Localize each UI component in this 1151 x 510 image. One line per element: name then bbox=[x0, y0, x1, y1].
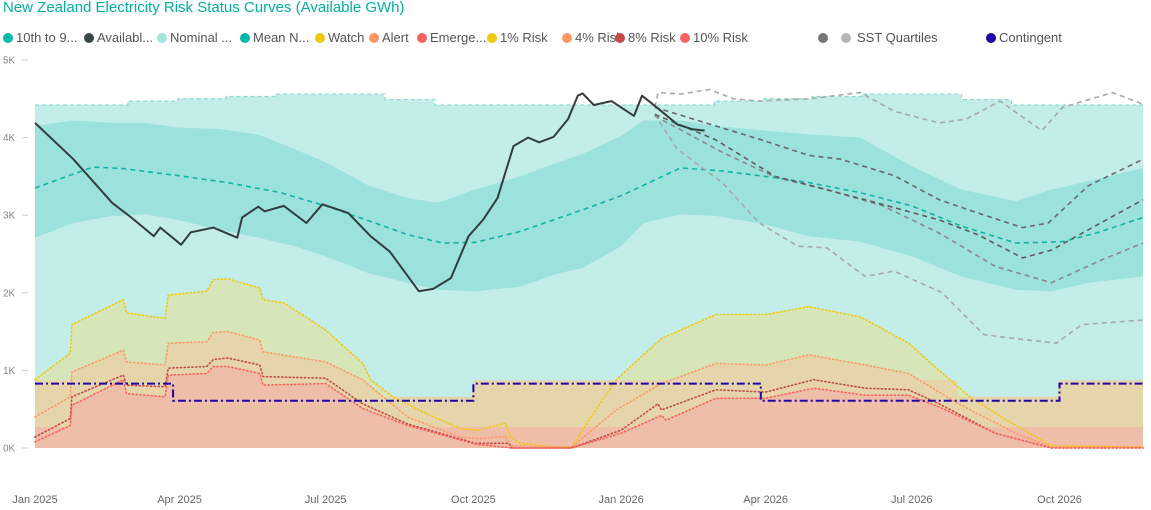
legend-label: Watch bbox=[328, 30, 365, 45]
legend-item-watch[interactable]: Watch bbox=[315, 30, 364, 45]
series-line-sst-lower-quartile bbox=[654, 115, 1144, 284]
legend-item-10th-90th[interactable]: 10th to 9... bbox=[3, 30, 77, 45]
legend-label: Contingent bbox=[999, 30, 1062, 45]
legend-dot-dark-icon bbox=[818, 32, 828, 43]
legend-label: Nominal ... bbox=[170, 30, 233, 45]
legend-dot-icon bbox=[487, 32, 497, 43]
lines-layer bbox=[34, 88, 1144, 449]
legend-dot-icon bbox=[369, 32, 379, 43]
legend-item-alert[interactable]: Alert bbox=[369, 30, 409, 45]
legend-dot-icon bbox=[84, 32, 94, 43]
series-line-sst-median bbox=[654, 113, 1144, 259]
y-tick-label: 4K bbox=[3, 133, 16, 144]
legend-dot-icon bbox=[157, 32, 167, 43]
legend-label: Mean N... bbox=[253, 30, 310, 45]
legend-label: 1% Risk bbox=[500, 30, 548, 45]
series-line-10-risk bbox=[34, 365, 1144, 449]
legend-item-1pct-risk[interactable]: 1% Risk bbox=[487, 30, 548, 45]
emergency-area bbox=[35, 366, 1143, 448]
legend-item-available[interactable]: Availabl... bbox=[84, 30, 153, 45]
contingent-line bbox=[35, 382, 1143, 402]
y-tick-label: 0K bbox=[3, 444, 16, 455]
legend-dot-icon bbox=[417, 32, 427, 43]
x-tick-label: Oct 2026 bbox=[1037, 494, 1082, 506]
y-tick-label: 2K bbox=[3, 288, 16, 299]
legend-label: Emerge... bbox=[430, 30, 487, 45]
x-tick-label: Jul 2026 bbox=[891, 494, 933, 506]
x-tick-label: Jul 2025 bbox=[305, 494, 347, 506]
legend-dot-icon bbox=[562, 32, 572, 43]
areas-layer bbox=[35, 94, 1143, 448]
y-tick-label: 1K bbox=[3, 366, 16, 377]
x-tick-label: Apr 2026 bbox=[743, 494, 788, 506]
legend-item-mean-nominal[interactable]: Mean N... bbox=[240, 30, 309, 45]
legend-dot-icon bbox=[3, 32, 13, 43]
legend-item-emergency[interactable]: Emerge... bbox=[417, 30, 486, 45]
y-tick-label: 3K bbox=[3, 211, 16, 222]
x-tick-label: Jan 2026 bbox=[598, 494, 643, 506]
legend-label: 10th to 9... bbox=[16, 30, 78, 45]
y-tick-label: 5K bbox=[3, 56, 16, 67]
axes-layer: 0K 1K 2K 3K 4K 5K Jan 2025 Apr 2025 Jul 2025 Oct … bbox=[3, 56, 1082, 507]
legend-label: SST Quartiles bbox=[857, 30, 938, 45]
series-line-8-risk bbox=[34, 357, 1144, 449]
x-tick-label: Apr 2025 bbox=[157, 494, 202, 506]
legend-item-8pct-risk[interactable]: 8% Risk bbox=[615, 30, 676, 45]
legend-label: 8% Risk bbox=[628, 30, 676, 45]
legend-item-10pct-risk[interactable]: 10% Risk bbox=[680, 30, 748, 45]
band-10th-90th bbox=[35, 120, 1143, 292]
legend-label: 4% Risk bbox=[575, 30, 623, 45]
chart-title: New Zealand Electricity Risk Status Curv… bbox=[3, 0, 405, 16]
legend-dot-light-icon bbox=[841, 32, 851, 43]
x-tick-label: Jan 2025 bbox=[12, 494, 57, 506]
legend-dot-icon bbox=[240, 32, 250, 43]
legend-item-sst-quartiles[interactable]: SST Quartiles bbox=[818, 30, 938, 45]
series-line-sst-min bbox=[654, 113, 1144, 345]
legend-label: Alert bbox=[382, 30, 409, 45]
x-tick-label: Oct 2025 bbox=[451, 494, 496, 506]
series-line-4-risk bbox=[34, 330, 1144, 449]
series-line-sst-upper-quartile bbox=[654, 106, 1144, 229]
legend-dot-icon bbox=[986, 32, 996, 43]
legend-dot-icon bbox=[615, 32, 625, 43]
legend-item-contingent[interactable]: Contingent bbox=[986, 30, 1062, 45]
legend-item-4pct-risk[interactable]: 4% Risk bbox=[562, 30, 623, 45]
legend-label: Availabl... bbox=[97, 30, 154, 45]
legend-dot-icon bbox=[315, 32, 325, 43]
series-line-1-risk bbox=[34, 277, 1144, 449]
legend-label: 10% Risk bbox=[693, 30, 748, 45]
series-line-availabl- bbox=[34, 92, 705, 293]
legend-item-nominal[interactable]: Nominal ... bbox=[157, 30, 232, 45]
legend-dot-icon bbox=[680, 32, 690, 43]
